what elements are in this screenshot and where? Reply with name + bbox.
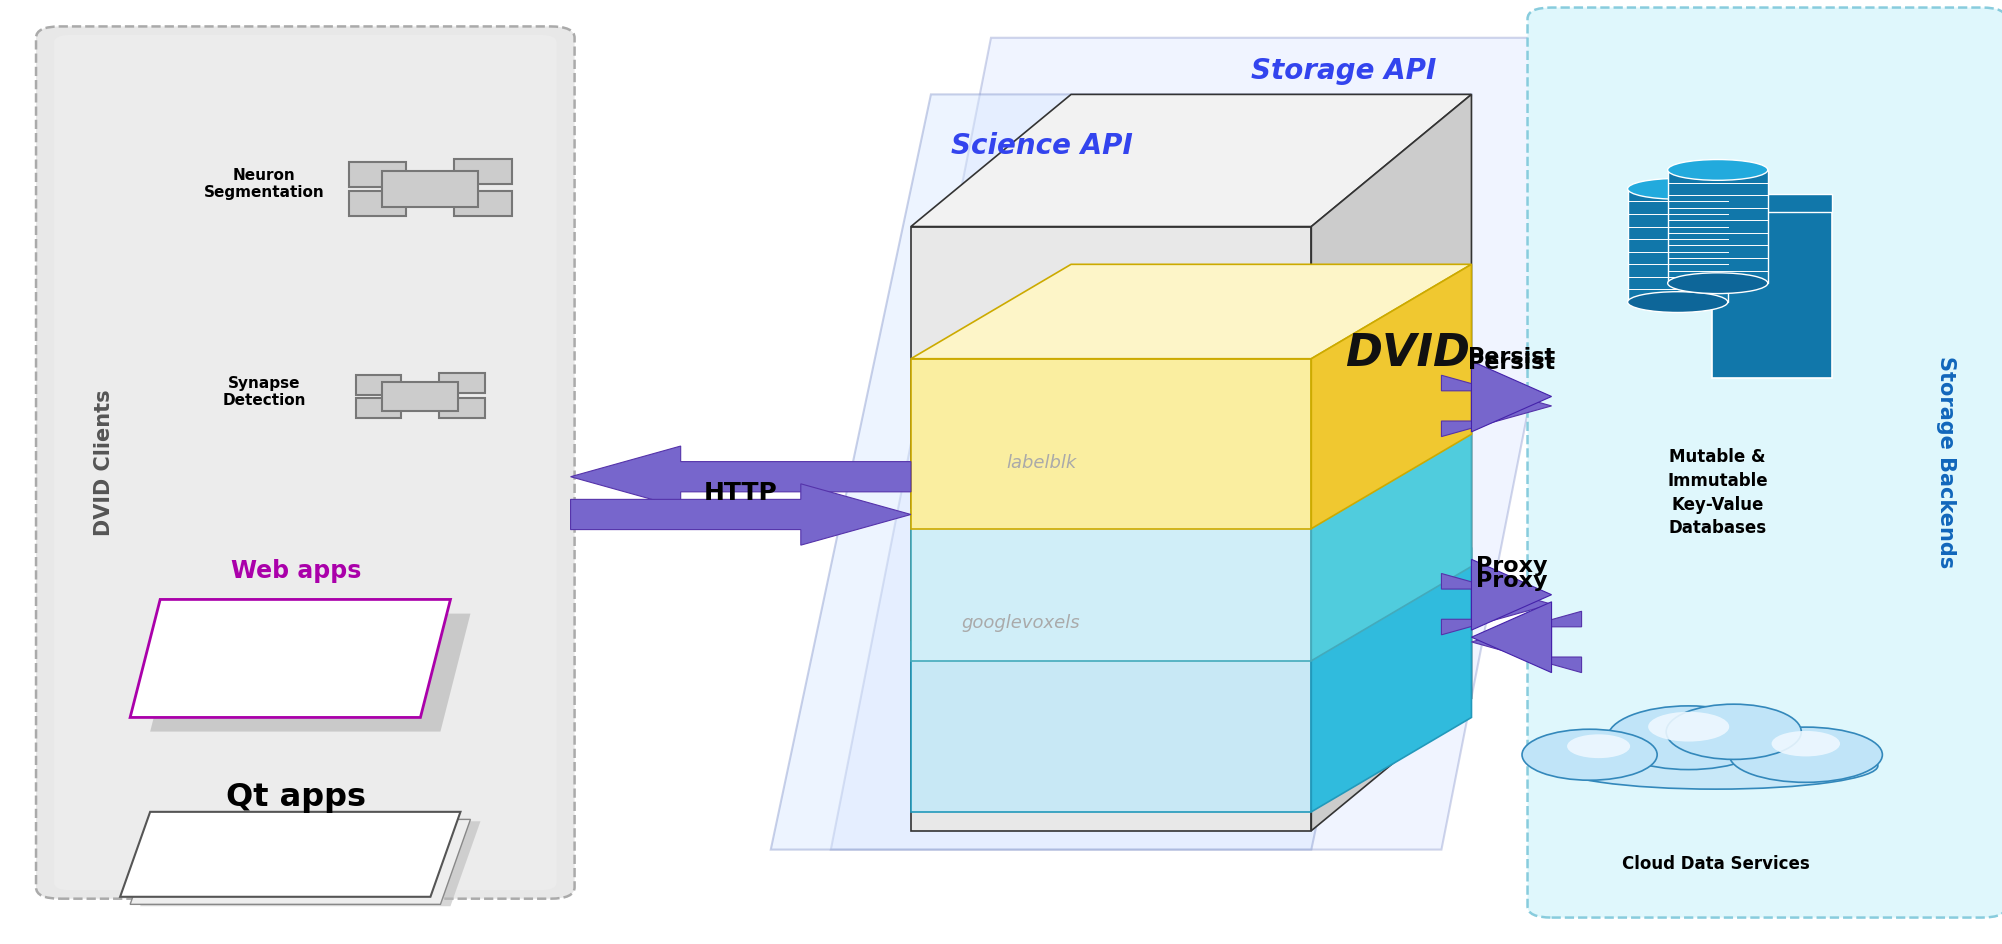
Ellipse shape xyxy=(1628,292,1728,312)
Polygon shape xyxy=(831,38,1602,850)
Text: DVID: DVID xyxy=(1345,332,1469,376)
Ellipse shape xyxy=(1554,742,1878,789)
Polygon shape xyxy=(1311,548,1471,812)
FancyBboxPatch shape xyxy=(54,35,557,890)
Polygon shape xyxy=(771,94,1471,850)
Ellipse shape xyxy=(1668,273,1768,294)
Polygon shape xyxy=(1311,264,1471,529)
FancyBboxPatch shape xyxy=(454,191,513,216)
FancyBboxPatch shape xyxy=(36,26,575,899)
Ellipse shape xyxy=(1568,734,1630,758)
Text: Web apps: Web apps xyxy=(230,559,362,583)
FancyArrow shape xyxy=(1441,376,1552,436)
Polygon shape xyxy=(911,415,1471,510)
Text: Qt apps: Qt apps xyxy=(226,783,366,813)
Ellipse shape xyxy=(1522,729,1658,780)
FancyBboxPatch shape xyxy=(1712,194,1832,212)
FancyArrow shape xyxy=(1471,612,1582,672)
FancyBboxPatch shape xyxy=(1712,208,1832,378)
FancyBboxPatch shape xyxy=(382,382,458,411)
FancyBboxPatch shape xyxy=(356,375,400,395)
FancyBboxPatch shape xyxy=(1628,189,1728,302)
FancyArrow shape xyxy=(1471,602,1552,672)
Text: DVID Clients: DVID Clients xyxy=(94,389,114,536)
FancyBboxPatch shape xyxy=(1528,8,2002,918)
FancyBboxPatch shape xyxy=(440,373,484,393)
FancyBboxPatch shape xyxy=(348,161,406,187)
Polygon shape xyxy=(1311,94,1471,831)
Polygon shape xyxy=(911,264,1471,359)
FancyBboxPatch shape xyxy=(440,398,484,418)
Text: Proxy: Proxy xyxy=(1475,556,1548,577)
FancyArrow shape xyxy=(571,483,911,546)
FancyBboxPatch shape xyxy=(356,398,400,418)
Polygon shape xyxy=(911,359,1311,529)
FancyArrow shape xyxy=(1471,559,1552,631)
Text: labelblk: labelblk xyxy=(1005,453,1077,472)
Text: Proxy: Proxy xyxy=(1475,570,1548,591)
Polygon shape xyxy=(911,642,1311,812)
Text: Storage Backends: Storage Backends xyxy=(1936,357,1956,568)
Ellipse shape xyxy=(1648,712,1730,742)
Polygon shape xyxy=(120,812,460,897)
Polygon shape xyxy=(130,599,450,717)
Polygon shape xyxy=(130,819,470,904)
FancyBboxPatch shape xyxy=(1668,170,1768,283)
FancyArrow shape xyxy=(1471,362,1552,432)
Polygon shape xyxy=(911,510,1311,661)
Text: Synapse
Detection: Synapse Detection xyxy=(222,376,306,408)
Polygon shape xyxy=(911,227,1311,831)
Ellipse shape xyxy=(1608,706,1770,769)
Text: Cloud Data Services: Cloud Data Services xyxy=(1622,854,1810,873)
Ellipse shape xyxy=(1730,727,1882,783)
Polygon shape xyxy=(1311,415,1471,661)
Polygon shape xyxy=(911,548,1471,642)
Text: Persist: Persist xyxy=(1467,353,1556,374)
FancyBboxPatch shape xyxy=(348,191,406,216)
FancyArrow shape xyxy=(1441,574,1552,634)
Ellipse shape xyxy=(1668,160,1768,180)
Text: Mutable &
Immutable
Key-Value
Databases: Mutable & Immutable Key-Value Databases xyxy=(1668,448,1768,537)
FancyArrow shape xyxy=(571,447,911,508)
Polygon shape xyxy=(911,94,1471,227)
Polygon shape xyxy=(150,614,470,732)
Ellipse shape xyxy=(1772,731,1840,756)
Text: HTTP: HTTP xyxy=(705,480,777,505)
FancyBboxPatch shape xyxy=(382,171,478,207)
Ellipse shape xyxy=(1628,178,1728,199)
Text: googlevoxels: googlevoxels xyxy=(961,614,1081,632)
Text: Science API: Science API xyxy=(951,132,1133,160)
Polygon shape xyxy=(140,821,480,906)
Ellipse shape xyxy=(1666,704,1802,759)
Text: Neuron
Segmentation: Neuron Segmentation xyxy=(204,168,324,200)
Text: Persist: Persist xyxy=(1467,346,1556,367)
FancyBboxPatch shape xyxy=(454,160,513,184)
Text: Storage API: Storage API xyxy=(1251,57,1437,85)
